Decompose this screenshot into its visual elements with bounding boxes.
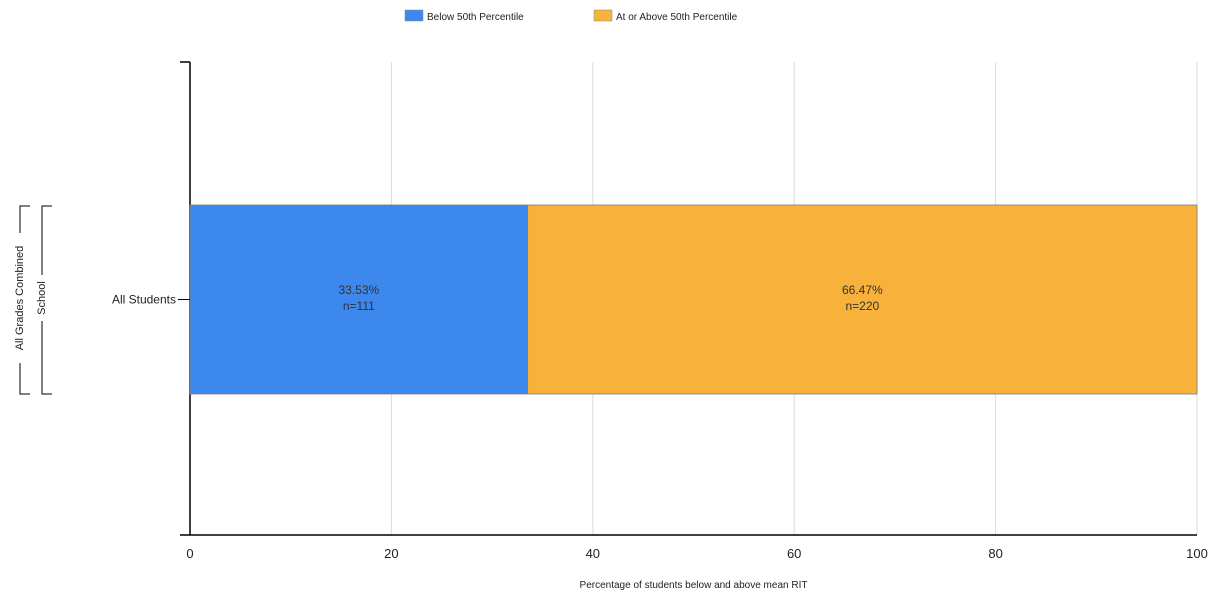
legend-swatch-above <box>593 9 613 22</box>
group-label-outer-bg <box>13 233 27 363</box>
bar-data-label-above-0: 66.47% <box>842 283 883 297</box>
legend-label-below: Below 50th Percentile <box>427 12 524 23</box>
group-label-outer: All Grades Combined <box>14 246 26 351</box>
legend-label-above: At or Above 50th Percentile <box>616 12 738 23</box>
bar-data-label-below-0: 33.53% <box>338 283 379 297</box>
x-tick-label-40: 40 <box>586 546 600 561</box>
bar-at-or-above-50th <box>527 204 1198 395</box>
x-tick-label-0: 0 <box>186 546 193 561</box>
x-tick-label-20: 20 <box>384 546 398 561</box>
legend-swatch-below <box>404 9 424 22</box>
group-label-inner-bg <box>35 275 49 321</box>
bar-data-label-below-1: n=111 <box>343 299 375 313</box>
group-label-inner: School <box>36 281 48 315</box>
bar-data-label-above-1: n=220 <box>845 299 879 313</box>
x-tick-label-80: 80 <box>988 546 1002 561</box>
x-axis-label: Percentage of students below and above m… <box>580 580 808 591</box>
x-tick-label-100: 100 <box>1186 546 1208 561</box>
x-tick-label-60: 60 <box>787 546 801 561</box>
category-label: All Students <box>112 293 176 307</box>
